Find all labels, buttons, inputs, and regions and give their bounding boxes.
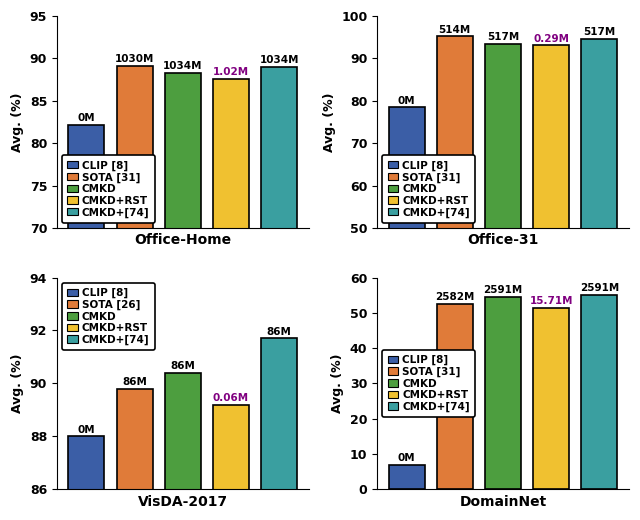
Bar: [164, 373, 201, 520]
Bar: [436, 304, 473, 489]
Text: 1030M: 1030M: [115, 55, 154, 64]
Legend: CLIP [8], SOTA [31], CMKD, CMKD+RST, CMKD+[74]: CLIP [8], SOTA [31], CMKD, CMKD+RST, CMK…: [382, 349, 475, 417]
Bar: [261, 339, 297, 520]
Text: 86M: 86M: [170, 361, 195, 371]
Text: 2591M: 2591M: [483, 285, 523, 295]
Bar: [436, 36, 473, 440]
X-axis label: Office-31: Office-31: [467, 233, 539, 248]
Bar: [213, 405, 249, 520]
Bar: [116, 66, 153, 520]
Bar: [485, 44, 521, 440]
Text: 86M: 86M: [122, 377, 147, 387]
Text: 0.29M: 0.29M: [533, 34, 569, 44]
Text: 2591M: 2591M: [580, 283, 619, 293]
Y-axis label: Avg. (%): Avg. (%): [11, 92, 24, 152]
Text: 0M: 0M: [398, 96, 415, 106]
Text: 517M: 517M: [583, 27, 616, 37]
Bar: [164, 73, 201, 520]
Text: 2582M: 2582M: [435, 292, 474, 302]
Text: 1034M: 1034M: [259, 55, 299, 65]
Text: 86M: 86M: [267, 327, 292, 337]
Bar: [581, 39, 618, 440]
Bar: [261, 67, 297, 520]
Text: 0M: 0M: [77, 425, 95, 435]
Text: 517M: 517M: [487, 32, 519, 42]
Text: 15.71M: 15.71M: [529, 296, 573, 306]
Text: 1034M: 1034M: [163, 61, 202, 71]
Legend: CLIP [8], SOTA [26], CMKD, CMKD+RST, CMKD+[74]: CLIP [8], SOTA [26], CMKD, CMKD+RST, CMK…: [62, 283, 155, 350]
X-axis label: DomainNet: DomainNet: [460, 495, 547, 509]
Bar: [533, 307, 569, 489]
Y-axis label: Avg. (%): Avg. (%): [12, 354, 24, 413]
Legend: CLIP [8], SOTA [31], CMKD, CMKD+RST, CMKD+[74]: CLIP [8], SOTA [31], CMKD, CMKD+RST, CMK…: [62, 155, 155, 223]
Bar: [116, 389, 153, 520]
Text: 0M: 0M: [77, 113, 95, 123]
Y-axis label: Avg. (%): Avg. (%): [323, 92, 335, 152]
Text: 0.06M: 0.06M: [213, 393, 249, 403]
Bar: [533, 45, 569, 440]
Bar: [388, 464, 425, 489]
Text: 1.02M: 1.02M: [213, 67, 249, 77]
Y-axis label: Avg. (%): Avg. (%): [332, 354, 344, 413]
Bar: [485, 297, 521, 489]
Bar: [68, 436, 104, 520]
Bar: [388, 107, 425, 440]
Bar: [68, 125, 104, 520]
Text: 514M: 514M: [438, 25, 471, 35]
Bar: [213, 79, 249, 520]
Bar: [581, 295, 618, 489]
Text: 0M: 0M: [398, 453, 415, 463]
X-axis label: VisDA-2017: VisDA-2017: [138, 495, 228, 509]
Legend: CLIP [8], SOTA [31], CMKD, CMKD+RST, CMKD+[74]: CLIP [8], SOTA [31], CMKD, CMKD+RST, CMK…: [382, 155, 475, 223]
X-axis label: Office-Home: Office-Home: [134, 233, 231, 248]
